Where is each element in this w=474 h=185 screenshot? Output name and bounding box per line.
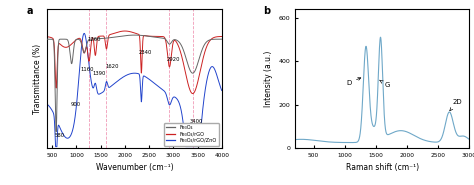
- Text: D: D: [346, 78, 361, 86]
- Legend: Fe₃O₄, Fe₃O₄/rGO, Fe₃O₄/rGO/ZnO: Fe₃O₄, Fe₃O₄/rGO, Fe₃O₄/rGO/ZnO: [164, 122, 219, 145]
- Text: 900: 900: [70, 102, 80, 107]
- Text: a: a: [27, 6, 33, 16]
- Text: 580: 580: [54, 134, 64, 139]
- X-axis label: Wavenumber (cm⁻¹): Wavenumber (cm⁻¹): [96, 163, 173, 172]
- Y-axis label: Transmittance (%): Transmittance (%): [33, 43, 42, 114]
- Y-axis label: Intensity (a.u.): Intensity (a.u.): [264, 51, 273, 107]
- Text: 1260: 1260: [88, 37, 101, 42]
- Text: 1620: 1620: [105, 64, 118, 69]
- Text: 2D: 2D: [450, 100, 462, 111]
- Text: 1390: 1390: [93, 71, 106, 76]
- Text: b: b: [264, 6, 271, 16]
- Text: 2340: 2340: [139, 51, 152, 56]
- Text: 1160: 1160: [81, 67, 94, 72]
- Text: 2920: 2920: [167, 57, 181, 62]
- Text: 3400: 3400: [189, 119, 203, 124]
- Text: G: G: [380, 80, 390, 88]
- X-axis label: Raman shift (cm⁻¹): Raman shift (cm⁻¹): [346, 163, 419, 172]
